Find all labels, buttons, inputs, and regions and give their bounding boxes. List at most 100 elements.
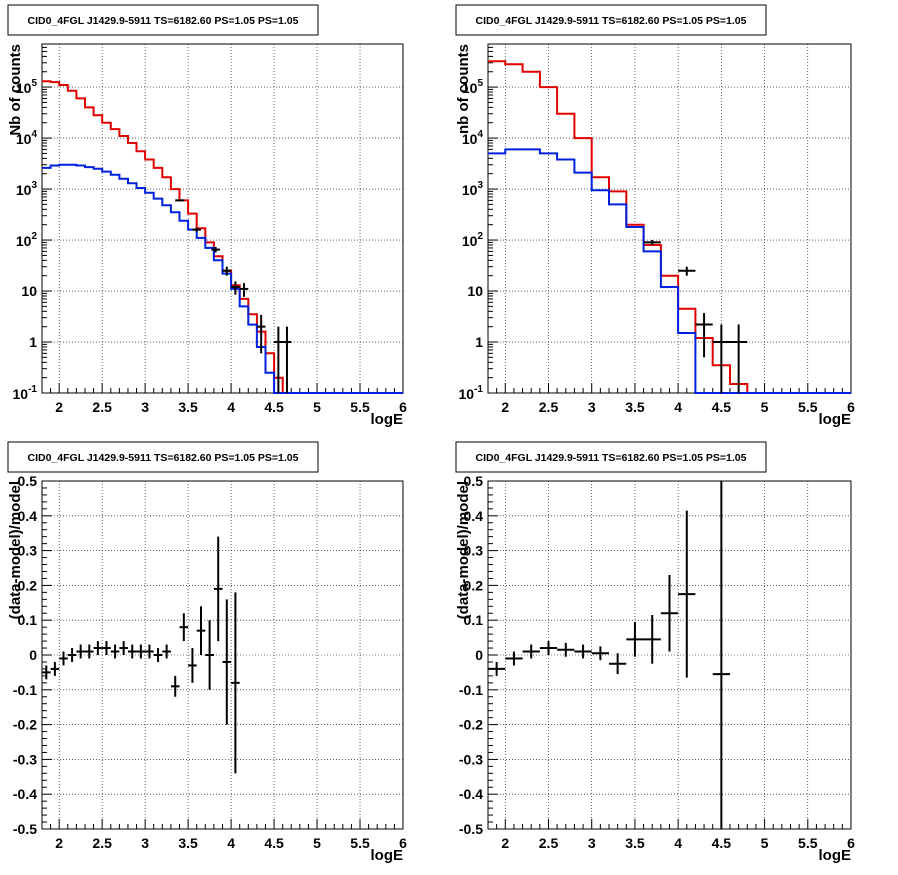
x-tick-label: 4.5 (264, 835, 284, 851)
x-tick-label: 2.5 (92, 399, 112, 415)
x-tick-label: 3 (588, 835, 596, 851)
residual-point (712, 481, 730, 829)
model-source-histogram (488, 148, 851, 394)
chart-panel-4: CID0_4FGL J1429.9-5911 TS=6182.60 PS=1.0… (455, 441, 855, 864)
y-tick-label: 0.3 (464, 543, 484, 559)
residual-point (626, 621, 644, 657)
plot-frame (41, 43, 404, 394)
x-tick-label: 3.5 (625, 835, 645, 851)
y-tick-label: 10-1 (13, 384, 38, 402)
y-axis-label: nb of counts (455, 44, 472, 134)
chart-title: CID0_4FGL J1429.9-5911 TS=6182.60 PS=1.0… (28, 15, 299, 27)
residual-point (660, 574, 679, 652)
y-axis-label: (data-model)/model (455, 481, 472, 619)
residual-point (67, 648, 77, 662)
residual-point (59, 651, 68, 666)
x-tick-label: 5.5 (350, 835, 370, 851)
data-point (274, 326, 283, 393)
residual-point (488, 661, 506, 676)
residual-point (145, 644, 154, 659)
x-tick-label: 6 (847, 399, 855, 415)
x-tick-label: 4 (227, 835, 235, 851)
x-tick-label: 3 (141, 399, 149, 415)
y-tick-label: 10 (467, 283, 483, 299)
y-tick-label: -0.2 (13, 717, 37, 733)
data-point (712, 324, 730, 393)
y-axis-label: (data-model)/model (7, 481, 24, 619)
residual-point (136, 644, 146, 659)
data-point (175, 199, 184, 202)
x-ticks (487, 819, 852, 829)
x-tick-label: 5.5 (798, 399, 818, 415)
y-tick-label: 0 (29, 647, 37, 663)
y-tick-label: -0.3 (459, 751, 483, 767)
x-tick-label: 4.5 (712, 835, 732, 851)
y-axis-label: Nb of counts (7, 44, 24, 136)
y-tick-label: -0.3 (13, 751, 37, 767)
x-tick-label: 5 (313, 835, 321, 851)
model-total-histogram (42, 80, 403, 394)
y-tick-label: 0.5 (464, 473, 484, 489)
y-tick-label: -0.4 (459, 786, 483, 802)
x-tick-label: 3.5 (178, 835, 198, 851)
x-tick-label: 4.5 (712, 399, 732, 415)
x-ticks (41, 383, 404, 393)
residual-point (643, 614, 661, 664)
residual-point (196, 606, 206, 655)
x-tick-label: 2.5 (92, 835, 112, 851)
y-tick-label: 105 (16, 78, 38, 96)
residual-point (162, 644, 171, 659)
y-tick-label: 104 (16, 129, 38, 147)
y-tick-label: 102 (16, 231, 38, 249)
chart-title: CID0_4FGL J1429.9-5911 TS=6182.60 PS=1.0… (476, 452, 747, 464)
x-tick-label: 6 (847, 835, 855, 851)
x-tick-label: 3 (588, 399, 596, 415)
x-tick-label: 5 (761, 399, 769, 415)
x-tick-label: 3.5 (625, 399, 645, 415)
y-tick-label: 10-1 (459, 384, 484, 402)
residual-point (42, 665, 51, 680)
x-tick-label: 4.5 (264, 399, 284, 415)
y-tick-label: 0.2 (464, 577, 484, 593)
data-point (643, 240, 661, 245)
x-axis-label: logE (819, 411, 852, 428)
residual-point (170, 675, 180, 697)
y-tick-label: 0.2 (18, 577, 38, 593)
grid (42, 481, 403, 829)
grid (488, 481, 851, 829)
y-tick-label: -0.5 (459, 821, 483, 837)
x-tick-label: 2 (55, 835, 63, 851)
y-tick-label: 104 (462, 129, 484, 147)
x-tick-label: 4 (674, 399, 682, 415)
x-tick-label: 5.5 (798, 835, 818, 851)
y-tick-label: -0.2 (459, 717, 483, 733)
x-ticks (41, 819, 404, 829)
residual-point (84, 644, 94, 659)
residual-point (557, 642, 575, 657)
residual-point (609, 653, 627, 675)
y-ticks (42, 43, 52, 394)
x-tick-label: 4 (227, 399, 235, 415)
x-axis-label: logE (371, 847, 404, 864)
x-tick-label: 3 (141, 835, 149, 851)
x-tick-label: 6 (399, 399, 407, 415)
x-axis-label: logE (819, 847, 852, 864)
y-tick-label: 10 (21, 283, 37, 299)
residual-point (127, 644, 137, 659)
residual-point (678, 510, 696, 678)
residual-point (539, 641, 558, 655)
x-tick-label: 2 (55, 399, 63, 415)
y-tick-label: 103 (16, 180, 38, 198)
residual-point (76, 644, 85, 659)
residual-point (102, 641, 111, 655)
y-ticks (488, 43, 498, 394)
y-tick-label: 0.1 (464, 612, 484, 628)
y-ticks (42, 480, 52, 830)
residual-point (110, 644, 120, 659)
title-box (455, 441, 767, 473)
x-tick-label: 3.5 (178, 399, 198, 415)
residual-point (522, 644, 540, 659)
residual-point (153, 648, 163, 662)
y-tick-label: -0.1 (13, 682, 37, 698)
